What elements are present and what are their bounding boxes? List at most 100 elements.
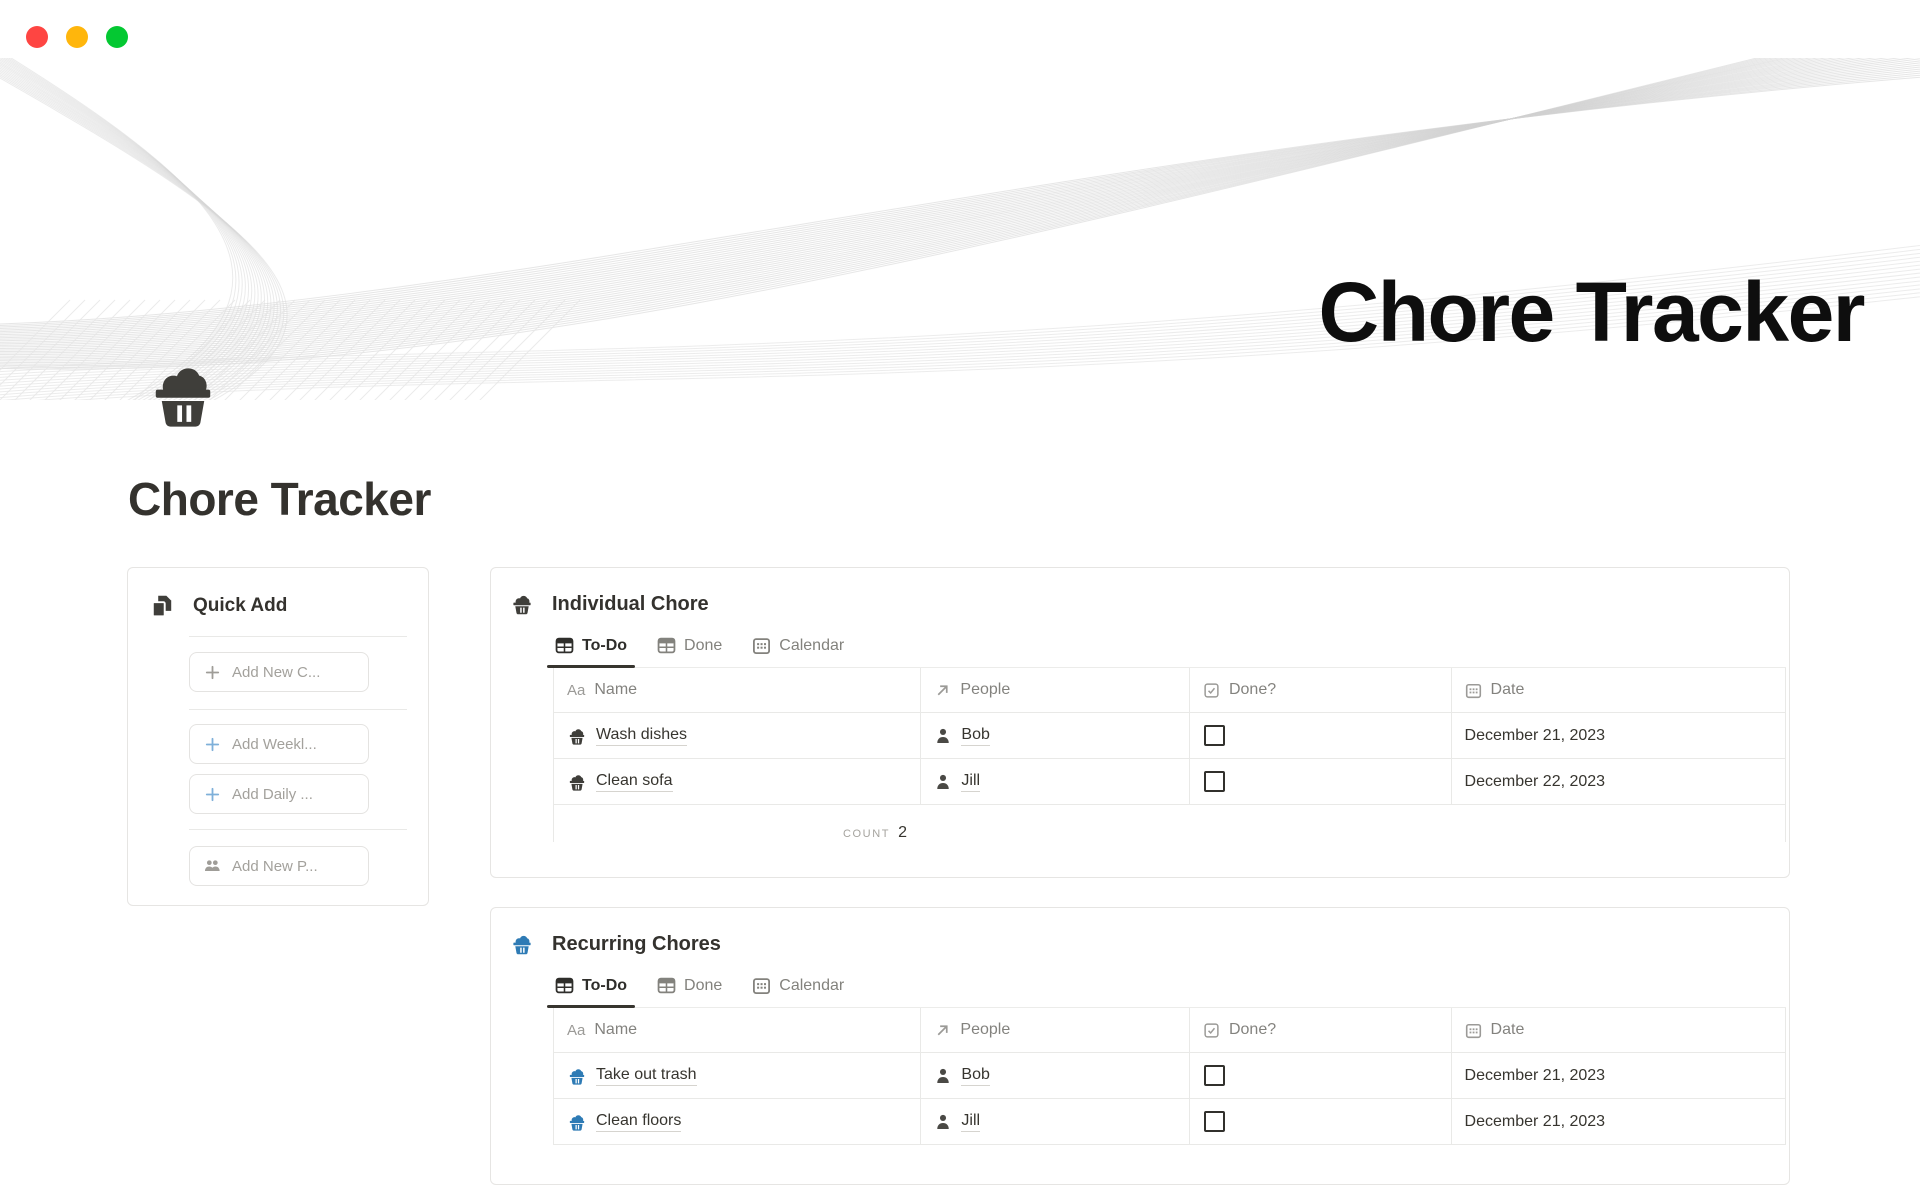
tab-label: Calendar xyxy=(779,636,845,654)
column-label: People xyxy=(960,681,1011,698)
column-label: Date xyxy=(1490,1021,1525,1038)
person-name[interactable]: Jill xyxy=(961,1112,981,1132)
date-cell[interactable]: December 21, 2023 xyxy=(1450,713,1785,758)
table-view-icon xyxy=(555,976,574,995)
done-checkbox[interactable] xyxy=(1203,771,1225,792)
date-cell[interactable]: December 22, 2023 xyxy=(1450,759,1785,804)
chore-name-cell[interactable]: Clean sofa xyxy=(554,759,920,804)
chore-name[interactable]: Clean sofa xyxy=(596,772,673,792)
zoom-window-button[interactable] xyxy=(106,26,128,48)
column-header-name[interactable]: Aa Name xyxy=(554,1008,920,1052)
recurring-chores-card: Recurring Chores To-Do Done Calendar Aa … xyxy=(490,907,1790,1185)
chore-name[interactable]: Take out trash xyxy=(596,1066,697,1086)
tab-label: Done xyxy=(684,636,723,654)
date-cell[interactable]: December 21, 2023 xyxy=(1450,1053,1785,1098)
database-title: Individual Chore xyxy=(552,592,709,615)
laundry-basket-icon xyxy=(510,932,534,956)
date-value: December 21, 2023 xyxy=(1464,1066,1606,1084)
window-controls xyxy=(26,26,128,48)
view-tabs: To-Do Done Calendar xyxy=(546,636,1786,668)
calendar-view-icon xyxy=(752,636,771,655)
done-checkbox[interactable] xyxy=(1203,725,1225,746)
laundry-basket-icon xyxy=(567,726,587,746)
table-row: Clean floors Jill December 21, 2023 xyxy=(554,1099,1785,1145)
divider xyxy=(189,829,407,830)
view-tabs: To-Do Done Calendar xyxy=(546,976,1786,1008)
laundry-basket-icon xyxy=(567,1112,587,1132)
chore-name[interactable]: Wash dishes xyxy=(596,726,687,746)
date-value: December 22, 2023 xyxy=(1464,772,1606,790)
laundry-basket-icon xyxy=(510,592,534,616)
button-label: Add Daily ... xyxy=(232,785,313,803)
checkbox-icon xyxy=(1203,682,1220,699)
chore-name[interactable]: Clean floors xyxy=(596,1112,682,1132)
column-label: People xyxy=(960,1021,1011,1038)
add-new-person-button[interactable]: Add New P... xyxy=(189,846,369,886)
date-value: December 21, 2023 xyxy=(1464,726,1606,744)
date-cell[interactable]: December 21, 2023 xyxy=(1450,1099,1785,1144)
table-view-icon xyxy=(657,976,676,995)
person-cell[interactable]: Jill xyxy=(920,1099,1189,1144)
tab-todo[interactable]: To-Do xyxy=(546,636,636,668)
column-label: Date xyxy=(1490,681,1525,698)
laundry-basket-icon[interactable] xyxy=(140,356,226,432)
column-header-date[interactable]: Date xyxy=(1450,1008,1785,1052)
button-label: Add New P... xyxy=(232,857,318,875)
person-cell[interactable]: Bob xyxy=(920,1053,1189,1098)
plus-icon xyxy=(204,786,221,803)
close-window-button[interactable] xyxy=(26,26,48,48)
add-daily-chore-button[interactable]: Add Daily ... xyxy=(189,774,369,814)
column-header-date[interactable]: Date xyxy=(1450,668,1785,712)
chore-name-cell[interactable]: Wash dishes xyxy=(554,713,920,758)
table-view-icon xyxy=(657,636,676,655)
arrow-up-right-icon xyxy=(934,682,951,699)
count-footer[interactable]: COUNT 2 xyxy=(554,805,921,842)
divider xyxy=(189,636,407,637)
column-header-done[interactable]: Done? xyxy=(1188,1008,1451,1052)
table-header-row: Aa Name People Done? Date xyxy=(554,668,1785,713)
column-header-done[interactable]: Done? xyxy=(1188,668,1451,712)
done-cell xyxy=(1188,759,1451,804)
quick-add-card: Quick Add Add New C... Add Weekl... Add … xyxy=(127,567,429,906)
page-title: Chore Tracker xyxy=(128,473,431,525)
calendar-icon xyxy=(1465,682,1482,699)
text-type-icon: Aa xyxy=(567,1021,586,1039)
column-header-people[interactable]: People xyxy=(920,668,1189,712)
button-label: Add Weekl... xyxy=(232,735,317,753)
column-header-name[interactable]: Aa Name xyxy=(554,668,920,712)
tab-done[interactable]: Done xyxy=(655,976,724,995)
person-name[interactable]: Bob xyxy=(961,726,990,746)
quick-add-title: Quick Add xyxy=(193,595,288,616)
add-weekly-chore-button[interactable]: Add Weekl... xyxy=(189,724,369,764)
tab-label: Done xyxy=(684,976,723,994)
chore-name-cell[interactable]: Take out trash xyxy=(554,1053,920,1098)
person-cell[interactable]: Jill xyxy=(920,759,1189,804)
tab-label: To-Do xyxy=(582,636,628,654)
tab-calendar[interactable]: Calendar xyxy=(750,636,846,655)
done-cell xyxy=(1188,713,1451,758)
add-new-chore-button[interactable]: Add New C... xyxy=(189,652,369,692)
done-cell xyxy=(1188,1099,1451,1144)
person-cell[interactable]: Bob xyxy=(920,713,1189,758)
person-name[interactable]: Jill xyxy=(961,772,981,792)
chore-name-cell[interactable]: Clean floors xyxy=(554,1099,920,1144)
chore-table: Aa Name People Done? Date Take out trash xyxy=(553,1008,1786,1145)
column-header-people[interactable]: People xyxy=(920,1008,1189,1052)
button-label: Add New C... xyxy=(232,663,321,681)
divider xyxy=(189,709,407,710)
done-checkbox[interactable] xyxy=(1203,1111,1225,1132)
tab-calendar[interactable]: Calendar xyxy=(750,976,846,995)
calendar-icon xyxy=(1465,1022,1482,1039)
minimize-window-button[interactable] xyxy=(66,26,88,48)
done-checkbox[interactable] xyxy=(1203,1065,1225,1086)
arrow-up-right-icon xyxy=(934,1022,951,1039)
tab-done[interactable]: Done xyxy=(655,636,724,655)
table-view-icon xyxy=(555,636,574,655)
person-name[interactable]: Bob xyxy=(961,1066,990,1086)
tab-todo[interactable]: To-Do xyxy=(546,976,636,1008)
person-icon xyxy=(934,1067,952,1085)
pages-icon xyxy=(149,593,175,619)
calendar-view-icon xyxy=(752,976,771,995)
database-title: Recurring Chores xyxy=(552,932,721,955)
count-label: COUNT xyxy=(842,828,891,840)
